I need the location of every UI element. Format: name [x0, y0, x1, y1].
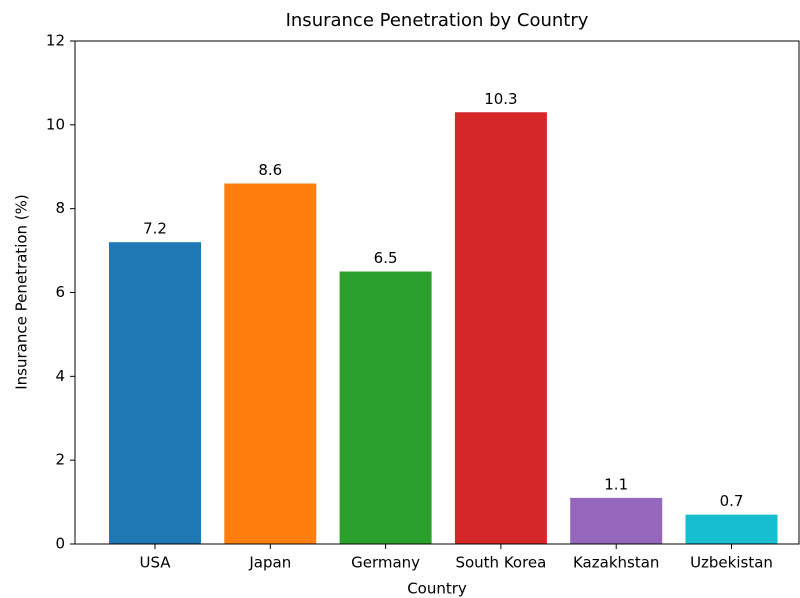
x-tick-label: Uzbekistan — [690, 554, 773, 572]
data-label: 6.5 — [374, 249, 398, 267]
bar — [224, 183, 317, 544]
y-tick-label: 4 — [55, 367, 65, 385]
data-label: 7.2 — [143, 220, 167, 238]
x-tick-label: Japan — [248, 554, 291, 572]
data-label: 10.3 — [484, 90, 517, 108]
bar — [109, 242, 201, 544]
data-label: 0.7 — [720, 492, 744, 510]
y-tick-label: 6 — [55, 283, 65, 301]
y-axis-label: Insurance Penetration (%) — [13, 194, 31, 390]
y-tick-label: 0 — [55, 535, 65, 553]
y-tick-label: 12 — [46, 32, 65, 50]
x-tick-label: Kazakhstan — [573, 554, 659, 572]
plot-frame — [74, 40, 800, 545]
y-tick-label: 2 — [55, 451, 65, 469]
data-label: 8.6 — [258, 161, 282, 179]
bar — [685, 514, 778, 544]
x-tick-label: USA — [139, 554, 171, 572]
x-tick-label: South Korea — [455, 554, 546, 572]
x-tick-label: Germany — [351, 554, 420, 572]
bar — [339, 271, 432, 544]
bar — [570, 497, 663, 544]
x-axis-label: Country — [407, 580, 467, 598]
y-tick-label: 10 — [46, 115, 65, 133]
y-tick-label: 8 — [55, 199, 65, 217]
chart-title: Insurance Penetration by Country — [286, 10, 589, 31]
data-label: 1.1 — [604, 475, 628, 493]
bar — [454, 112, 547, 544]
